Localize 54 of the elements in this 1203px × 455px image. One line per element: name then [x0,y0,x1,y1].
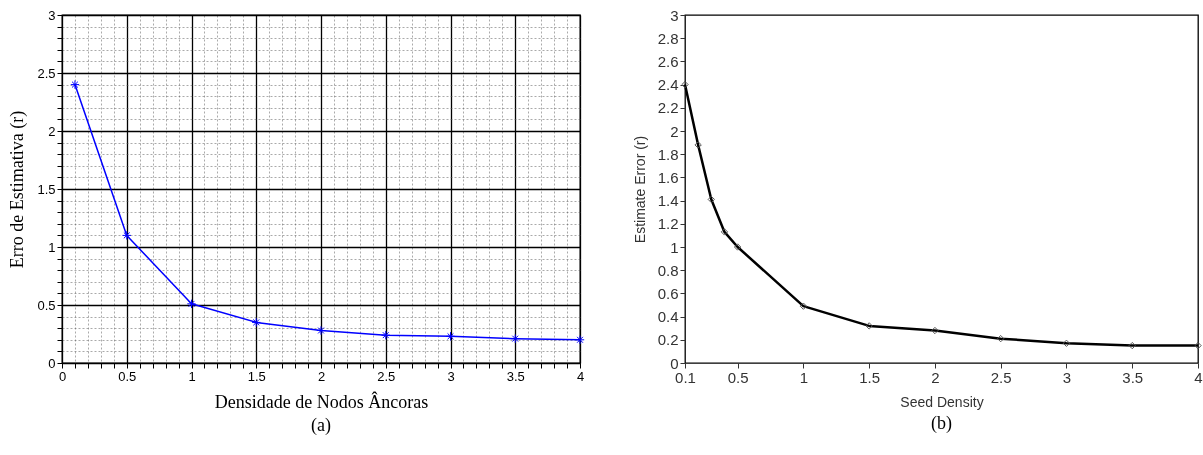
x-tick-label: 1.5 [247,368,266,384]
x-axis-title: Seed Density [900,393,984,410]
y-tick-label: 2.6 [657,52,679,70]
point [381,330,391,340]
y-tick-label: 1.8 [657,145,679,163]
point [316,325,326,336]
y-tick-label: 2.8 [657,29,679,47]
x-tick-label: 1 [799,368,809,386]
x-tick-label: 1.5 [859,368,881,386]
y-tick-label: 0.5 [37,297,56,313]
point [122,230,132,241]
x-tick-label: 2.5 [990,368,1012,386]
y-tick-label: 3 [670,6,679,24]
x-tick-label: 0.5 [118,368,137,384]
x-tick-label: 3 [1062,368,1072,386]
y-tick-label: 2 [670,122,679,140]
x-tick-label: 4 [576,368,585,384]
y-tick-label: 1 [670,238,679,256]
point [186,299,197,309]
y-tick-label: 2 [48,123,56,139]
y-tick-label: 1.6 [657,168,679,186]
y-tick-label: 0 [48,355,56,371]
x-tick-label: 0 [58,368,67,384]
y-tick-label: 2.4 [657,76,679,94]
point [575,335,585,345]
x-tick-label: 4 [1194,368,1203,386]
point [70,79,80,90]
x-tick-label: 0.5 [727,368,749,386]
x-tick-label: 2 [931,368,940,386]
point [251,317,261,328]
y-tick-label: 3 [48,7,56,23]
y-axis-title: Estimate Error (r) [631,135,648,244]
x-axis-title: Densidade de Nodos Âncoras [214,390,429,412]
y-axis-title: Erro de Estimativa (r) [7,110,29,269]
y-tick-label: 1.5 [37,181,56,197]
y-tick-label: 0.2 [657,331,679,349]
text: (b) [931,413,952,434]
y-tick-label: 2.5 [37,65,56,81]
x-tick-label: 2.5 [377,368,396,384]
x-tick-label: 3 [447,368,455,384]
text: (a) [311,415,331,436]
x-tick-label: 2 [317,368,326,384]
y-tick-label: 0.6 [657,284,679,302]
x-tick-label: 1 [188,368,196,384]
point [510,333,520,344]
y-tick-label: 0.8 [657,261,679,279]
x-tick-label: 3.5 [1122,368,1144,386]
y-tick-label: 1 [48,239,56,255]
y-tick-label: 0.4 [657,308,679,326]
x-tick-label: 3.5 [506,368,525,384]
y-tick-label: 2.2 [657,99,679,117]
y-tick-label: 1.4 [657,192,679,210]
y-tick-label: 1.2 [657,215,679,233]
point [445,331,456,341]
